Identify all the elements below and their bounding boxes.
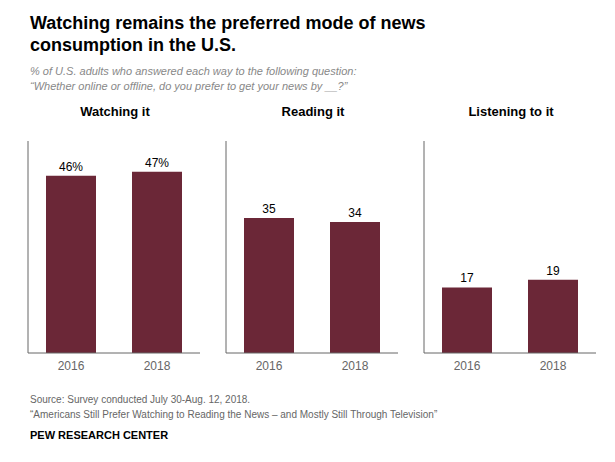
html-text:Watching it: Watching it [80,104,150,119]
html-text:“Americans Still Prefer Watchi: “Americans Still Prefer Watching to Read… [30,409,438,420]
svg-text:35: 35 [262,202,276,216]
svg-text:47%: 47% [145,156,169,170]
html-text:consumption in the U.S.: consumption in the U.S. [30,35,236,55]
svg-text:2018: 2018 [144,359,171,373]
html-text:Listening to it: Listening to it [468,104,554,119]
svg-text:34: 34 [348,206,362,220]
svg-text:2016: 2016 [454,359,481,373]
html-text:PEW RESEARCH CENTER: PEW RESEARCH CENTER [30,429,169,441]
svg-text:17: 17 [460,271,474,285]
svg-text:2016: 2016 [256,359,283,373]
svg-text:2018: 2018 [342,359,369,373]
svg-text:2018: 2018 [540,359,567,373]
html-text:“Whether online or offline, do: “Whether online or offline, do you prefe… [30,80,348,92]
svg-text:46%: 46% [59,160,83,174]
html-text:Source: Survey conducted July: Source: Survey conducted July 30-Aug. 12… [30,394,251,405]
svg-text:19: 19 [546,264,560,278]
html-text:Watching remains the preferred: Watching remains the preferred mode of n… [30,13,426,33]
html-text:Reading it: Reading it [281,104,345,119]
html-text:% of U.S. adults who answered: % of U.S. adults who answered each way t… [30,65,357,77]
svg-text:2016: 2016 [58,359,85,373]
